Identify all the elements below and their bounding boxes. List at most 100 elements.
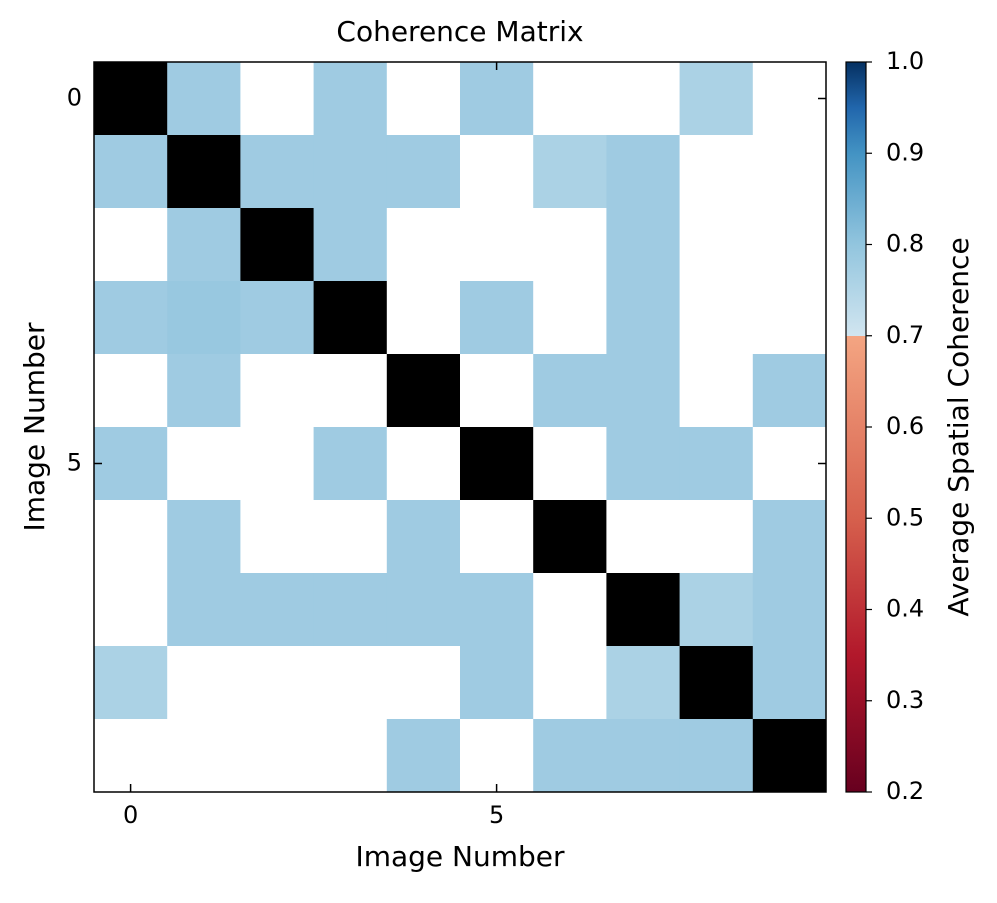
heatmap-cell [606,646,681,720]
heatmap-cell [752,135,827,209]
heatmap-cell [240,719,315,793]
heatmap-cell [313,719,388,793]
heatmap-cell [606,500,681,574]
heatmap-cell [167,135,241,209]
heatmap-cell [533,573,607,647]
heatmap-cell [606,62,681,136]
y-tick-label: 0 [67,84,82,112]
colorbar-label: Average Spatial Coherence [942,237,975,616]
colorbar-tick-label: 0.7 [886,321,924,349]
heatmap-cell [240,573,315,647]
heatmap-cell [460,354,534,428]
heatmap-cell [460,427,534,501]
heatmap-cell [167,354,241,428]
heatmap-cell [167,208,241,282]
heatmap-cell [606,281,681,355]
heatmap-cell [94,719,168,793]
x-axis-label: Image Number [355,840,565,873]
heatmap-cell [94,354,168,428]
heatmap-cell [460,281,534,355]
heatmap-cell [533,646,607,720]
heatmap-cell [460,573,534,647]
heatmap-cell [752,500,827,574]
heatmap-cell [752,719,827,793]
heatmap-cell [240,500,315,574]
heatmap-cell [679,573,754,647]
heatmap-cell [240,62,315,136]
heatmap-cell [752,427,827,501]
heatmap-cell [240,646,315,720]
heatmap-cell [679,354,754,428]
colorbar-tick-label: 0.3 [886,686,924,714]
colorbar-tick-label: 0.6 [886,412,924,440]
colorbar-tick-label: 0.8 [886,230,924,258]
heatmap-cell [386,208,461,282]
colorbar-tick-label: 1.0 [886,47,924,75]
heatmap-cell [752,281,827,355]
heatmap-cell [533,500,607,574]
heatmap-cell [533,427,607,501]
heatmap-cell [679,62,754,136]
heatmap-cell [386,573,461,647]
heatmap-cell [313,500,388,574]
heatmap-cell [167,646,241,720]
heatmap-cell [533,208,607,282]
heatmap-cell [313,62,388,136]
colorbar-tick-label: 0.4 [886,595,924,623]
heatmap-cell [752,354,827,428]
heatmap-cell [386,646,461,720]
chart-title: Coherence Matrix [336,15,583,48]
heatmap-cell [313,354,388,428]
heatmap-cell [460,135,534,209]
heatmap-cell [679,646,754,720]
heatmap-cell [240,208,315,282]
heatmap-cell [533,62,607,136]
heatmap-cell [752,208,827,282]
y-tick-label: 5 [67,449,82,477]
heatmap-cell [606,573,681,647]
heatmap-cell [679,281,754,355]
heatmap-cell [679,500,754,574]
plot-frame [93,61,827,793]
heatmap-cell [752,646,827,720]
heatmap-cell [313,427,388,501]
heatmap-cell [313,281,388,355]
heatmap-cell [240,135,315,209]
heatmap-cell [313,135,388,209]
heatmap-cell [460,500,534,574]
heatmap-cell [460,62,534,136]
heatmap-cell [167,281,241,355]
heatmap-cell [94,135,168,209]
heatmap-cell [606,719,681,793]
heatmap-cell [94,208,168,282]
heatmap-cell [606,208,681,282]
heatmap-cell [533,281,607,355]
heatmap-cell [752,62,827,136]
heatmap-cell [386,427,461,501]
heatmap-cell [240,354,315,428]
heatmap-cell [679,427,754,501]
heatmap-cell [606,354,681,428]
heatmap-cell [167,573,241,647]
colorbar [845,61,867,793]
heatmap-cell [606,427,681,501]
heatmap-cell [386,281,461,355]
heatmap-cell [94,281,168,355]
heatmap-cell [386,719,461,793]
heatmap-cell [679,135,754,209]
heatmap-cell [679,719,754,793]
x-tick-label: 5 [489,801,504,829]
colorbar-tick-label: 0.9 [886,138,924,166]
heatmap-cell [386,135,461,209]
heatmap-cell [533,354,607,428]
heatmap-cell [94,62,168,136]
heatmap-cell [313,573,388,647]
heatmap-cell [533,719,607,793]
x-tick-label: 0 [123,801,138,829]
heatmap-cell [460,646,534,720]
heatmap-cell [94,500,168,574]
heatmap-cell [167,719,241,793]
colorbar-tick-label: 0.5 [886,503,924,531]
y-axis-label: Image Number [18,322,51,532]
